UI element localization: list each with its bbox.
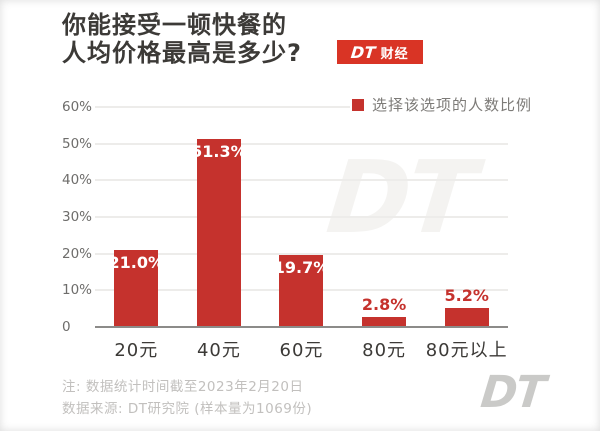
bar-value-label: 2.8% <box>361 294 407 314</box>
legend: 选择该选项的人数比例 <box>350 94 535 115</box>
gridline <box>95 179 508 182</box>
y-tick-label: 0 <box>62 319 71 335</box>
dt-logo-icon: DT <box>350 42 377 62</box>
legend-marker-icon <box>352 98 364 111</box>
bar-80元: 2.8% <box>362 295 406 327</box>
bar-value-label: 21.0% <box>108 253 165 272</box>
y-tick-label: 10% <box>62 282 93 299</box>
bar-40元: 51.3% <box>191 138 247 327</box>
chart-title: 你能接受一顿快餐的 人均价格最高是多少? <box>62 11 302 67</box>
x-axis-label: 20元 <box>114 340 159 361</box>
bar-slot: 19.7% 60元 <box>260 107 343 361</box>
x-axis-line <box>95 326 508 328</box>
gridline <box>95 252 508 255</box>
bar-value-label: 51.3% <box>191 141 247 161</box>
bar-80元以上: 5.2% <box>445 286 489 327</box>
x-axis-label: 80元以上 <box>425 340 508 361</box>
x-axis-label: 40元 <box>196 340 241 361</box>
y-tick-label: 60% <box>62 99 93 115</box>
bar-value-label: 19.7% <box>273 257 330 277</box>
bar-value-label: 5.2% <box>444 285 489 305</box>
dt-brand-name: 财经 <box>380 46 409 62</box>
chart-title-line2: 人均价格最高是多少? <box>62 39 302 67</box>
y-tick-label: 50% <box>62 135 93 152</box>
gridline <box>95 142 508 145</box>
bar-slot: 5.2% 80元以上 <box>425 107 508 361</box>
bar-60元: 19.7% <box>274 254 329 327</box>
chart-title-line1: 你能接受一顿快餐的 <box>62 11 287 39</box>
y-tick-label: 20% <box>62 245 93 262</box>
bar-slot: 51.3% 40元 <box>178 107 261 361</box>
footnotes: 注: 数据统计时间截至2023年2月20日 数据来源: DT研究院 (样本量为1… <box>62 376 312 420</box>
source-line: 数据来源: DT研究院 (样本量为1069份) <box>62 401 313 417</box>
dt-caijing-logo-badge: DT 财经 <box>337 40 423 64</box>
bar-slot: 2.8% 80元 <box>343 107 426 361</box>
y-tick-label: 40% <box>62 172 93 189</box>
bar-slot: 21.0% 20元 <box>95 107 178 361</box>
note-line: 注: 数据统计时间截至2023年2月20日 <box>62 379 304 395</box>
bar-20元: 21.0% <box>109 250 164 327</box>
x-axis-label: 80元 <box>362 340 407 361</box>
gridline <box>95 106 508 108</box>
dt-corner-logo-icon: DT <box>478 367 547 418</box>
bar-chart-plot: 0 10% 20% 30% 40% 50% 60% 21.0% 20元 51.3% 40元 19.7… <box>62 99 508 361</box>
y-tick-label: 30% <box>62 209 93 225</box>
legend-label: 选择该选项的人数比例 <box>372 96 533 114</box>
gridline <box>95 216 508 218</box>
x-axis-label: 60元 <box>279 340 324 361</box>
